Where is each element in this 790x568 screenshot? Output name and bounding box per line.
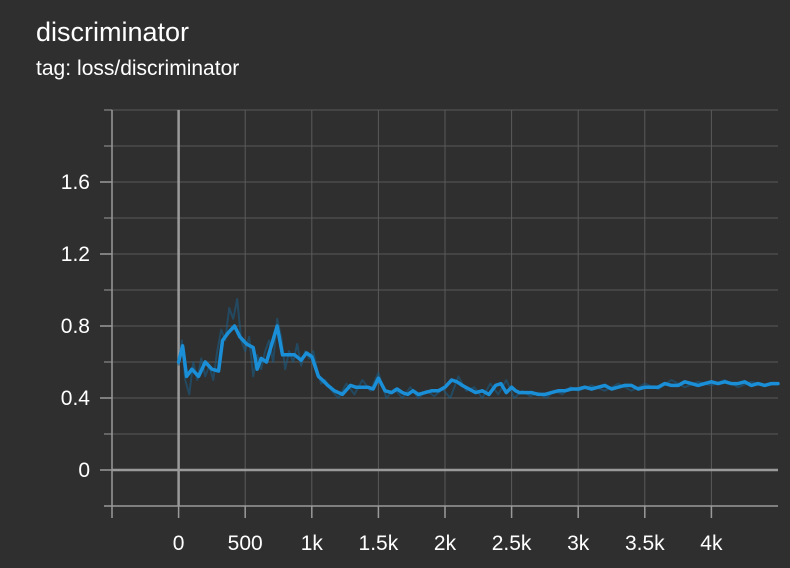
x-tick-label: 2k [434, 532, 457, 555]
axes [104, 110, 778, 507]
y-tick-label: 0.4 [61, 387, 91, 410]
y-tick-label: 1.2 [61, 243, 90, 266]
x-tick-label: 4k [700, 532, 723, 555]
y-tick-label: 0 [78, 459, 90, 482]
x-tick-label: 1.5k [359, 532, 399, 555]
y-tick-label: 1.6 [61, 171, 90, 194]
chart-title: discriminator [36, 17, 190, 47]
series [176, 298, 780, 399]
x-axis-ticks: 0 500 1k 1.5k 2k 2.5k 3k 3.5k 4k [111, 506, 723, 555]
x-tick-label: 3k [567, 532, 590, 555]
x-tick-label: 500 [228, 532, 263, 555]
grid [104, 109, 778, 507]
x-tick-label: 2.5k [492, 532, 532, 555]
series-line-raw [177, 298, 779, 399]
x-tick-label: 3.5k [625, 532, 665, 555]
tag-key: tag: [36, 57, 72, 80]
tag-value: loss/discriminator [77, 57, 240, 80]
x-tick-label: 0 [173, 532, 185, 555]
series-line-smoothed [176, 324, 780, 397]
x-tick-label: 1k [301, 532, 324, 555]
y-axis-ticks: 0 0.4 0.8 1.2 1.6 [61, 171, 112, 482]
chart-tag: tag: loss/discriminator [36, 55, 239, 83]
y-tick-label: 0.8 [61, 315, 90, 338]
